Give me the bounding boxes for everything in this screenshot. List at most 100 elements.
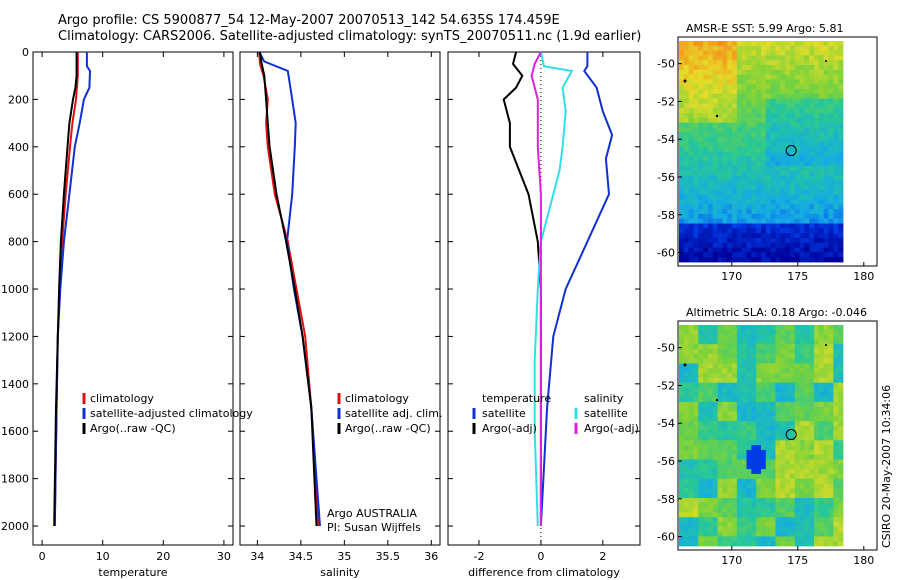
sst-map-cell	[761, 218, 767, 224]
sst-map-cell	[751, 50, 757, 56]
sla-map-cell	[736, 349, 743, 355]
sla-map-cell	[838, 464, 844, 470]
sla-map-cell	[707, 406, 714, 412]
sla-map-cell	[794, 373, 800, 379]
sla-map-cell	[741, 406, 747, 412]
sla-map-cell	[775, 521, 781, 528]
sst-map-cell	[789, 156, 796, 162]
sla-map-cell	[794, 449, 800, 456]
sla-map-cell	[732, 344, 738, 350]
sst-map-cell	[804, 108, 810, 114]
sst-map-cell	[799, 93, 805, 100]
sst-map-cell	[703, 113, 709, 119]
sla-map-cell	[693, 521, 699, 528]
sla-map-cell	[722, 454, 728, 460]
sst-map-cell	[809, 93, 815, 100]
sla-map-cell	[833, 421, 839, 427]
sst-map-cell	[828, 223, 834, 229]
sst-map-cell	[688, 175, 694, 181]
sla-map-cell	[741, 488, 747, 494]
sst-map-cell	[683, 84, 690, 90]
sst-map-cell	[823, 185, 829, 191]
sst-map-cell	[838, 223, 844, 229]
salinity-xlabel: salinity	[320, 566, 360, 579]
sla-map-cell	[698, 349, 704, 355]
salinity-xtick-label: 36	[424, 550, 438, 563]
sst-map-cell	[785, 228, 791, 234]
sst-map-cell	[679, 242, 685, 248]
sst-map-cell	[761, 108, 767, 114]
sla-map-cell	[722, 421, 728, 427]
sla-map-cell	[814, 368, 820, 374]
sla-map-cell	[823, 493, 829, 499]
sla-map-cell	[799, 329, 805, 335]
sst-map-cell	[823, 146, 829, 152]
sst-map-cell	[679, 60, 685, 66]
sla-map-cell	[679, 392, 685, 398]
sst-map-cell	[717, 132, 723, 138]
sst-map-cell	[727, 247, 733, 253]
sst-map-cell	[736, 237, 743, 244]
sla-map-cell	[703, 387, 709, 393]
sla-map-cell	[722, 416, 728, 422]
sla-map-cell	[804, 421, 810, 427]
sst-map-cell	[780, 257, 786, 263]
sla-map-cell	[770, 469, 776, 475]
sla-map-cell	[775, 478, 781, 484]
sst-map-cell	[712, 60, 718, 66]
sla-map-cell	[765, 512, 772, 518]
sla-map-cell	[707, 353, 714, 360]
sla-map-cell	[809, 478, 815, 484]
sst-map-cell	[736, 117, 743, 124]
sla-map-cell	[833, 411, 839, 417]
sst-map-cell	[828, 79, 834, 85]
sla-map-cell	[838, 368, 844, 374]
sla-map-cell	[785, 536, 791, 542]
sst-map-cell	[770, 55, 776, 61]
sst-map-cell	[804, 89, 810, 95]
sst-map-cell	[775, 237, 781, 244]
sst-map-cell	[814, 41, 820, 47]
sst-map-cell	[746, 122, 752, 128]
sla-map-cell	[693, 502, 699, 508]
sst-map-cell	[761, 117, 767, 124]
sla-map-cell	[698, 512, 704, 518]
sla-ytick-label: -58	[657, 493, 675, 506]
sst-map-cell	[746, 79, 752, 85]
sla-map-cell	[761, 421, 767, 427]
sst-map-cell	[741, 194, 747, 200]
sst-map-cell	[698, 252, 704, 258]
sst-map-cell	[679, 161, 685, 167]
sla-map-cell	[698, 397, 704, 403]
sst-map-cell	[828, 74, 834, 80]
sst-map-cell	[814, 175, 820, 181]
sla-map-cell	[789, 502, 796, 508]
sla-map-cell	[833, 334, 839, 340]
sst-map-cell	[804, 228, 810, 234]
sst-map-cell	[833, 117, 839, 124]
sst-map-cell	[804, 41, 810, 47]
sst-map-cell	[785, 199, 791, 205]
sla-map-cell	[775, 368, 781, 374]
sst-map-cell	[683, 117, 690, 124]
sla-map-cell	[722, 392, 728, 398]
sst-map-cell	[838, 103, 844, 109]
sst-map-cell	[818, 199, 825, 205]
sla-map-cell	[804, 449, 810, 456]
sst-map-cell	[703, 213, 709, 220]
sla-map-cell	[746, 325, 752, 331]
sst-map-cell	[693, 84, 699, 90]
sst-map-cell	[770, 233, 776, 239]
sst-map-cell	[698, 132, 704, 138]
sst-map-cell	[703, 209, 709, 215]
sst-map-cell	[722, 199, 728, 205]
sla-map-cell	[770, 411, 776, 417]
sla-map-cell	[688, 339, 694, 345]
sst-map-cell	[761, 165, 767, 172]
sst-map-cell	[789, 60, 796, 66]
sla-map-cell	[693, 541, 699, 547]
sst-map-cell	[775, 156, 781, 162]
sla-map-cell	[785, 478, 791, 484]
sst-map-cell	[823, 165, 829, 172]
sst-map-cell	[828, 122, 834, 128]
